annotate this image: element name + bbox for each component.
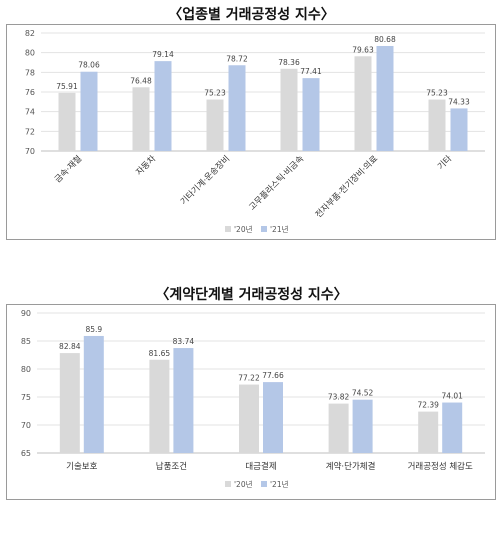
contract-y-tick-label: 70 (21, 421, 31, 430)
contract-legend-swatch (225, 481, 231, 487)
contract-y-tick-label: 65 (21, 449, 31, 458)
industry-bar (206, 99, 224, 151)
contract-y-tick-label: 90 (21, 309, 31, 318)
industry-data-label: 78.72 (226, 54, 248, 63)
contract-data-label: 81.65 (149, 349, 171, 358)
contract-data-label: 82.84 (59, 342, 81, 351)
industry-y-tick-label: 70 (25, 147, 35, 156)
industry-data-label: 76.48 (130, 76, 152, 85)
industry-category-label: 전자부품·전기장비·의료 (313, 153, 380, 220)
industry-y-tick-label: 82 (25, 29, 35, 38)
chart-title-industry: 〈업종별 거래공정성 지수〉 (168, 7, 335, 23)
industry-y-tick-label: 80 (25, 49, 35, 58)
industry-legend-label: '21년 (270, 224, 289, 234)
industry-bar (154, 61, 172, 151)
industry-bar (302, 78, 320, 151)
industry-y-tick-label: 76 (25, 88, 35, 97)
contract-bar (263, 382, 283, 453)
industry-bar (80, 71, 98, 151)
chart-panel-contract-stage: 65 70 75 80 85 90 82.84 85.9 기술보호 81.65 83.74 납품조건 7… (6, 304, 496, 500)
chart-panel-industry: 70 72 74 76 78 80 82 75.91 78.06 금속·재철 76.48 79.14 자… (6, 24, 496, 240)
contract-y-tick-label: 80 (21, 365, 31, 374)
contract-bar (59, 353, 80, 453)
contract-data-label: 74.01 (441, 392, 463, 401)
industry-y-tick-label: 74 (25, 108, 35, 117)
contract-bar (149, 359, 170, 453)
contract-data-label: 77.22 (238, 374, 260, 383)
industry-data-label: 79.63 (352, 45, 374, 54)
industry-category-label: 기타기계·운송장비 (178, 153, 232, 207)
industry-data-label: 75.23 (204, 89, 226, 98)
contract-data-label: 72.39 (417, 401, 439, 410)
industry-data-label: 77.41 (300, 67, 322, 76)
industry-data-label: 78.36 (278, 58, 300, 67)
contract-bar (352, 399, 373, 453)
industry-data-label: 80.68 (374, 35, 396, 44)
industry-data-label: 75.23 (426, 89, 448, 98)
contract-bar (418, 411, 439, 453)
industry-data-label: 74.33 (448, 97, 470, 106)
chart-title-contract-stage: 〈계약단계별 거래공정성 지수〉 (155, 287, 348, 303)
industry-y-tick-label: 72 (25, 127, 35, 136)
industry-category-label: 기타 (436, 154, 454, 172)
contract-data-label: 74.52 (352, 389, 374, 398)
industry-bar (228, 65, 246, 151)
industry-legend-label: '20년 (234, 224, 253, 234)
chart-industry-svg: 70 72 74 76 78 80 82 75.91 78.06 금속·재철 76.48 79.14 자… (25, 29, 485, 234)
industry-y-tick-label: 78 (25, 68, 35, 77)
contract-bar (328, 403, 349, 453)
contract-category-label: 납품조건 (156, 461, 187, 472)
contract-data-label: 77.66 (262, 371, 284, 380)
industry-bar (280, 68, 298, 151)
industry-bar (376, 45, 394, 152)
industry-bar (450, 108, 468, 151)
industry-bar (354, 56, 372, 151)
industry-category-label: 자동차 (134, 154, 158, 178)
contract-category-label: 대금결제 (245, 461, 276, 472)
contract-data-label: 73.82 (328, 393, 350, 402)
industry-bar (132, 87, 150, 151)
contract-y-tick-label: 75 (21, 393, 31, 402)
industry-data-label: 79.14 (152, 50, 174, 59)
contract-category-label: 거래공정성 체감도 (408, 461, 473, 472)
contract-legend-label: '21년 (270, 479, 289, 489)
contract-y-tick-label: 85 (21, 337, 31, 346)
industry-bar (428, 99, 446, 151)
contract-legend-swatch (261, 481, 267, 487)
industry-data-label: 78.06 (78, 61, 100, 70)
industry-legend-swatch (261, 226, 267, 232)
industry-data-label: 75.91 (56, 82, 78, 91)
industry-category-label: 금속·재철 (52, 153, 84, 185)
contract-bar (239, 384, 259, 453)
contract-bar (442, 402, 463, 453)
industry-category-label: 고무플라스틱·비금속 (247, 153, 307, 213)
contract-category-label: 기술보호 (66, 462, 97, 472)
contract-bar (83, 335, 104, 453)
industry-bar (58, 92, 76, 151)
contract-legend-label: '20년 (234, 479, 253, 489)
contract-bar (173, 348, 194, 453)
industry-legend-swatch (225, 226, 231, 232)
contract-data-label: 83.74 (173, 337, 195, 346)
contract-category-label: 계약·단가체결 (326, 461, 376, 472)
contract-data-label: 85.9 (85, 325, 102, 334)
